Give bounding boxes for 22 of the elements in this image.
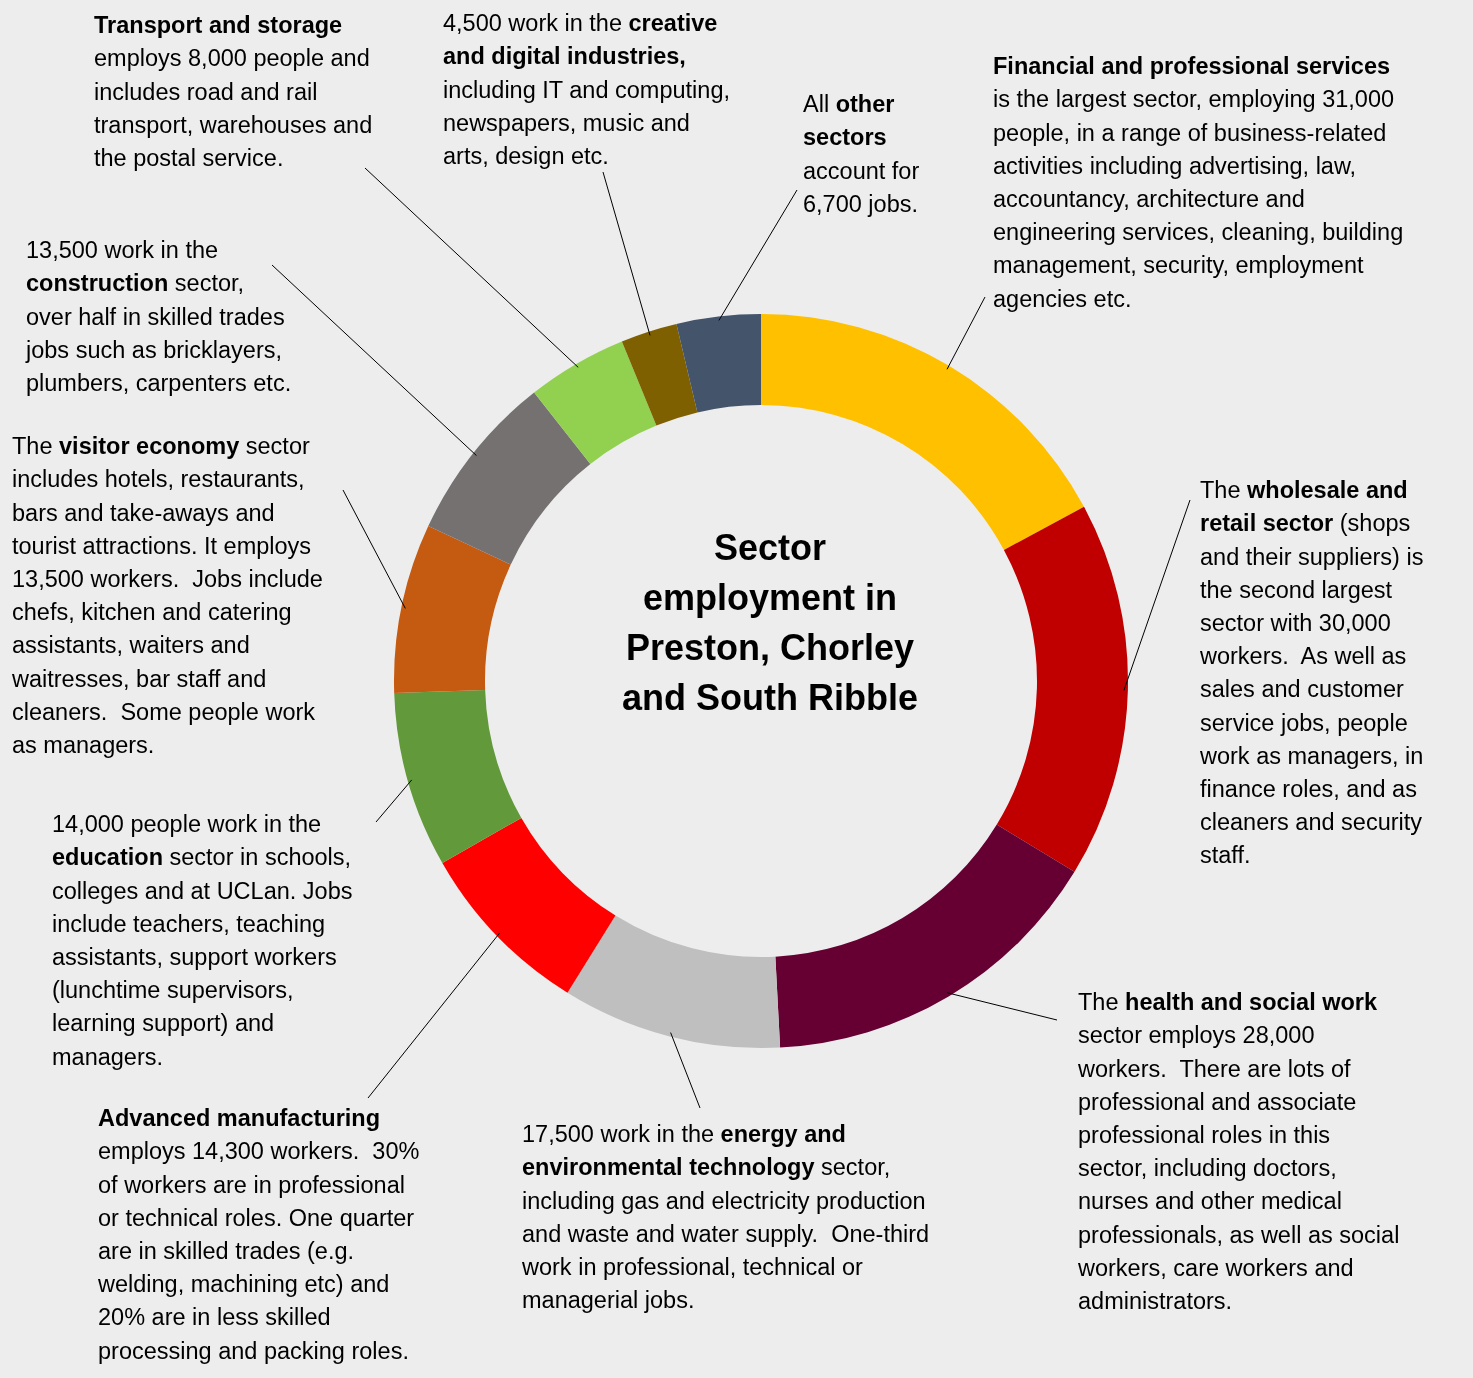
category-label: 14,000 people work in the education sector in schools, colleges and at UCLan. Jobs include teachers, teaching assistants, support workers (lunchtime supervisors, learning support) and managers. [52,811,353,1070]
category-label: Transport and storage employs 8,000 people and includes road and rail transport, warehouses and the postal service. [94,12,373,172]
donut-slice [996,506,1128,872]
category-label: The wholesale and retail sector (shops and their suppliers) is the second largest sector with 30,000 workers. As well as sales and customer service jobs, people work as managers, in finance roles, and as cleaners and security staff. [1200,477,1424,869]
category-label: Financial and professional services is the largest sector, employing 31,000 people, in a range of business-related activities including advertising, law, accountancy, architecture and engineering services, cleaning, building management, security, employment agencies etc. [993,53,1404,312]
donut-slice [534,341,657,465]
category-label: The health and social work sector employs 28,000 workers. There are lots of professional and associate professional roles in this sector, including doctors, nurses and other medical professionals, as well as social workers, care workers and administrators. [1078,989,1400,1315]
category-label: Advanced manufacturing employs 14,300 workers. 30% of workers are in professional or technical roles. One quarter are in skilled trades (e.g. welding, machining etc) and 20% are in less skilled processing and packing roles. [98,1105,420,1364]
donut-slice [394,526,511,694]
category-label: All other sectors account for 6,700 jobs. [803,91,920,217]
donut-slice [676,314,761,413]
text: Sector employment in Preston, Chorley and South Ribble [622,526,918,718]
donut-slice [567,915,781,1048]
category-label: 13,500 work in the construction sector, over half in skilled trades jobs such as bricklayers, plumbers, carpenters etc. [26,237,292,397]
donut-slice [442,817,616,993]
category-label: The visitor economy sector includes hotels, restaurants, bars and take-aways and tourist attractions. It employs 13,500 workers. Jobs include chefs, kitchen and catering assistants, waiters and waitresses, bar staff and cleaners. Some people work as managers. [12,433,323,759]
donut-slice [775,824,1075,1048]
category-label: 17,500 work in the energy and environmental technology sector, including gas and electricity production and waste and water supply. One-third work in professional, technical or managerial jobs. [522,1121,930,1314]
donut-slice [428,392,591,565]
donut-slice [394,690,522,864]
donut-slice [621,323,698,426]
category-label: 4,500 work in the creative and digital industries, including IT and computing, newspapers, music and arts, design etc. [443,10,730,170]
